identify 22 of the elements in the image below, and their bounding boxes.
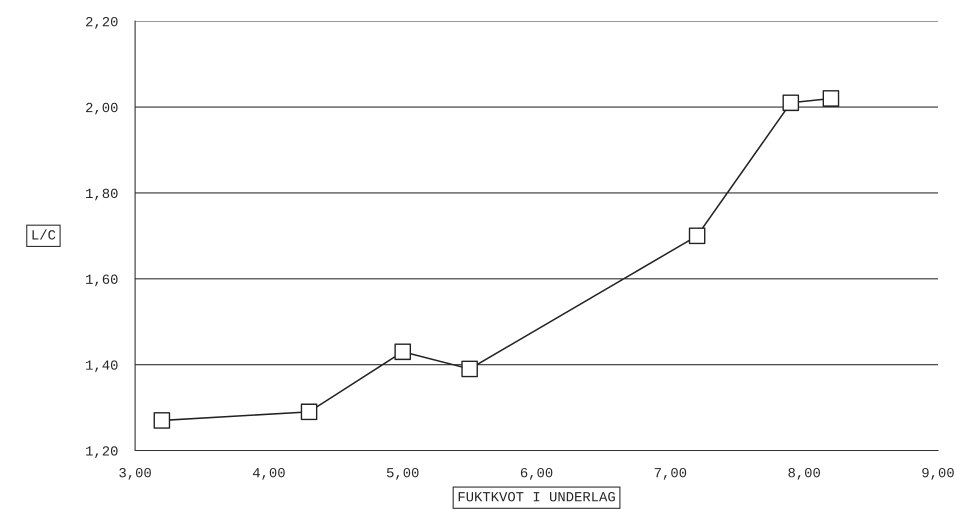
point xyxy=(394,343,412,360)
y-tick-label: 1,60 xyxy=(86,274,118,286)
point xyxy=(688,228,706,244)
point xyxy=(822,90,840,107)
x-tick-label: 8,00 xyxy=(788,468,820,480)
x-tick-label: 5,00 xyxy=(386,468,419,480)
y-tick-label: 2,20 xyxy=(86,16,118,29)
y-tick-label: 1,40 xyxy=(86,360,118,372)
x-tick-label: 4,00 xyxy=(252,468,285,480)
x-axis-title: FUKTKVOT I UNDERLAG xyxy=(458,492,615,502)
x-tick-label: 3,00 xyxy=(119,468,151,480)
x-tick-label: 6,00 xyxy=(520,468,552,480)
x-tick-label: 9,00 xyxy=(922,468,954,480)
y-tick-label: 2,00 xyxy=(86,102,118,115)
x-tick-label: 7,00 xyxy=(654,468,686,480)
y-tick-label: 1,80 xyxy=(86,188,118,200)
point xyxy=(300,404,318,420)
point xyxy=(782,94,800,112)
point xyxy=(461,360,478,378)
y-tick-label: 1,20 xyxy=(86,446,118,458)
point xyxy=(154,412,170,429)
y-axis-title: L/C xyxy=(32,229,56,240)
